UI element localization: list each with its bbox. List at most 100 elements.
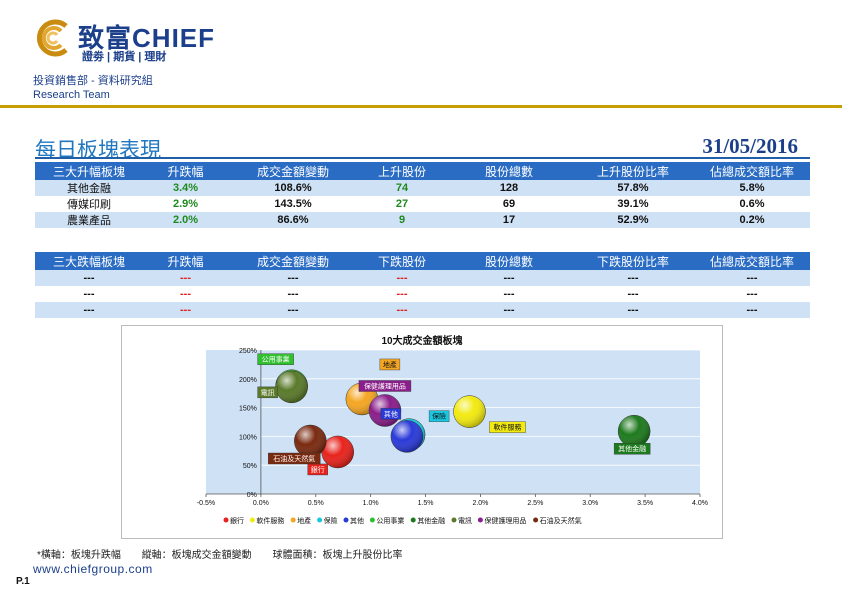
legend-item: 保健護理用品 [484, 516, 526, 525]
y-tick-label: 100% [239, 434, 257, 441]
legend-marker [369, 517, 375, 523]
title-divider [35, 157, 810, 159]
y-tick-label: 0% [247, 492, 257, 499]
advancers: 9 [358, 212, 446, 228]
col-header: 升跌幅 [143, 162, 228, 180]
bubble-chart: 10大成交金額板塊 0% 50% 100% 150% 200% 250% -0.5% 0.0%… [121, 325, 723, 539]
turnover-change: --- [228, 270, 358, 286]
bubble-highlight [453, 395, 486, 428]
col-header: 佔總成交額比率 [694, 162, 810, 180]
col-header: 佔總成交額比率 [694, 252, 810, 270]
bubble-highlight [321, 435, 354, 468]
bubble-highlight [275, 370, 308, 403]
header-divider [0, 105, 842, 108]
bubble-label: 地產 [383, 360, 397, 369]
col-header: 三大升幅板塊 [35, 162, 143, 180]
bubble-label: 其他金融 [618, 444, 646, 453]
sector-name: 其他金融 [35, 180, 143, 196]
legend-item: 保險 [324, 516, 338, 525]
bubble-label: 保險 [432, 412, 446, 421]
y-tick-label: 200% [239, 377, 257, 384]
col-header: 股份總數 [446, 162, 572, 180]
chief-logo-icon [36, 19, 68, 57]
total-stocks: 128 [446, 180, 572, 196]
change-pct: --- [143, 286, 228, 302]
y-tick-label: 250% [239, 348, 257, 355]
bubble-label-box [268, 452, 321, 465]
x-tick-label: 4.0% [692, 500, 708, 507]
col-header: 成交金額變動 [228, 162, 358, 180]
report-date: 31/05/2016 [702, 134, 798, 158]
x-tick-label: 3.0% [582, 500, 598, 507]
y-tick-label: 50% [243, 463, 257, 470]
legend-item: 電訊 [458, 516, 472, 525]
turnover-share: --- [694, 270, 810, 286]
brand-name: 致富CHIEF [78, 18, 215, 55]
department-en: Research Team [33, 89, 110, 101]
bubble-label: 石油及天然氣 [273, 454, 315, 463]
advance-ratio: 39.1% [572, 196, 694, 212]
bubble-label: 其他 [384, 409, 398, 418]
total-stocks: 69 [446, 196, 572, 212]
advance-ratio: 52.9% [572, 212, 694, 228]
legend-marker [343, 517, 349, 523]
top-gainers-table: 三大升幅板塊 升跌幅 成交金額變動 上升股份 股份總數 上升股份比率 佔總成交額… [35, 162, 810, 228]
x-tick-label: 0.5% [308, 500, 324, 507]
total-stocks: --- [446, 302, 572, 318]
bubble-label-box [379, 358, 401, 371]
y-tick-label: 150% [239, 406, 257, 413]
bubble-highlight [294, 425, 327, 458]
brand-name-en: CHIEF [132, 23, 216, 53]
chart-title: 10大成交金額板塊 [381, 334, 462, 347]
bubble-label: 電訊 [261, 388, 275, 397]
sector-name: 農業產品 [35, 212, 143, 228]
decliners: --- [358, 270, 446, 286]
footnote-size: 球體面積：板塊上升股份比率 [272, 550, 403, 561]
turnover-share: 0.2% [694, 212, 810, 228]
turnover-share: 5.8% [694, 180, 810, 196]
table-header-row: 三大跌幅板塊 升跌幅 成交金額變動 下跌股份 股份總數 下跌股份比率 佔總成交額… [35, 252, 810, 270]
table-row: 農業產品 2.0% 86.6% 9 17 52.9% 0.2% [35, 212, 810, 228]
x-tick-label: 2.5% [527, 500, 543, 507]
total-stocks: --- [446, 286, 572, 302]
turnover-share: --- [694, 302, 810, 318]
legend-item: 公用事業 [376, 516, 404, 525]
turnover-share: --- [694, 286, 810, 302]
bubble-label: 保健護理用品 [364, 381, 406, 390]
bubble-label-box [489, 421, 526, 433]
report-title: 每日板塊表現 [35, 138, 161, 162]
turnover-change: 143.5% [228, 196, 358, 212]
advance-ratio: 57.8% [572, 180, 694, 196]
legend-marker [223, 517, 229, 523]
sector-name: --- [35, 286, 143, 302]
bubble-highlight [618, 415, 651, 448]
col-header: 下跌股份比率 [572, 252, 694, 270]
legend-marker [317, 517, 323, 523]
legend-item: 軟件服務 [256, 516, 284, 525]
bubble-label: 銀行 [311, 465, 325, 474]
bubble-label-box [257, 386, 278, 399]
legend-marker [533, 517, 539, 523]
sector-name: --- [35, 270, 143, 286]
change-pct: 2.0% [143, 212, 228, 228]
bubble-label-box [613, 443, 651, 455]
turnover-share: 0.6% [694, 196, 810, 212]
legend-item: 其他金融 [417, 516, 445, 525]
turnover-change: --- [228, 302, 358, 318]
change-pct: --- [143, 270, 228, 286]
col-header: 上升股份 [358, 162, 446, 180]
col-header: 股份總數 [446, 252, 572, 270]
website-link[interactable]: www.chiefgroup.com [33, 562, 153, 576]
department-cn: 投資銷售部 - 資料研究組 [33, 75, 153, 87]
sector-name: --- [35, 302, 143, 318]
table-row: --- --- --- --- --- --- --- [35, 286, 810, 302]
brand-name-cn: 致富 [78, 23, 133, 53]
table-row: --- --- --- --- --- --- --- [35, 270, 810, 286]
bubble-label-box [358, 380, 412, 392]
col-header: 升跌幅 [143, 252, 228, 270]
x-tick-label: 2.0% [472, 500, 488, 507]
col-header: 上升股份比率 [572, 162, 694, 180]
change-pct: 3.4% [143, 180, 228, 196]
footnote-y: 縱軸：板塊成交金額變動 [141, 550, 252, 561]
col-header: 成交金額變動 [228, 252, 358, 270]
